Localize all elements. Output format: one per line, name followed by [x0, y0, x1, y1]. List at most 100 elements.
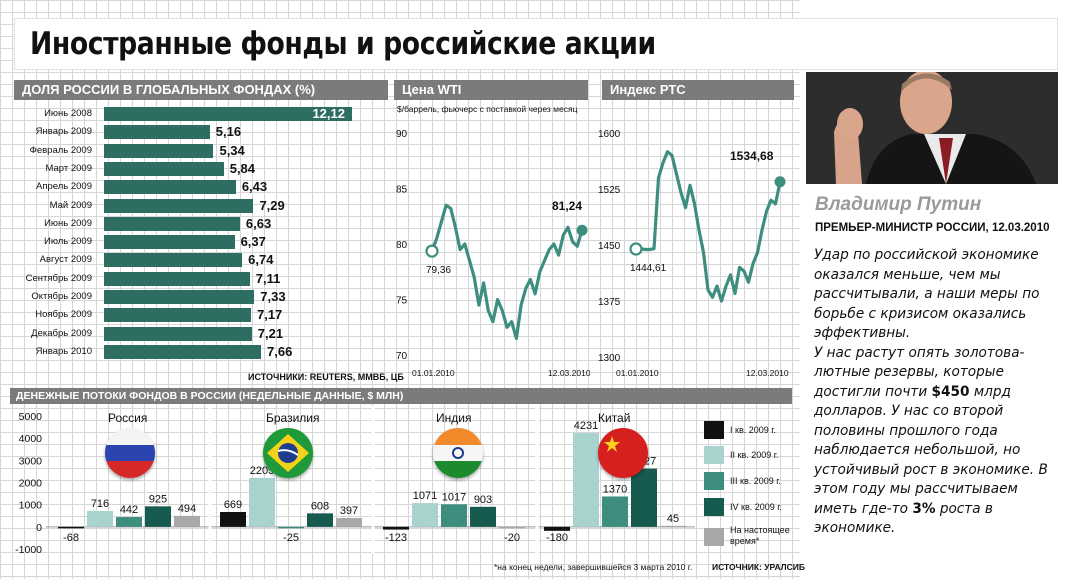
india-flag-icon: [433, 428, 483, 478]
flow-bar: [441, 504, 467, 527]
share-value-label: 6,37: [240, 234, 266, 250]
flow-bar: [660, 525, 686, 528]
quote-paragraph-1: Удар по российской экономике оказался ме…: [814, 247, 1040, 341]
page-title: Иностранные фонды и российские акции: [30, 26, 656, 62]
share-category-label: Ноябрь 2009: [35, 309, 92, 321]
rts-line-chart: 1600 1525 1450 1375 1300 1444,61 1534,68 01.01.…: [598, 129, 789, 378]
y-tick-label: 1000: [19, 500, 43, 512]
wti-line-chart: 90 85 80 75 70 79,36 81,24 01.01.2010 12.03.2010: [396, 129, 590, 378]
x-end-label: 12.03.2010: [746, 368, 789, 378]
title-box: [14, 18, 1058, 70]
legend-label-q3: III кв. 2009 г.: [730, 476, 781, 486]
share-value-label: 5,34: [219, 142, 245, 158]
x-start-label: 01.01.2010: [412, 368, 455, 378]
share-category-label: Февраль 2009: [29, 144, 92, 156]
y-tick-label: 0: [36, 522, 42, 534]
flow-bar: [307, 513, 333, 527]
share-bar: [104, 143, 214, 158]
quote-paragraph-2: У нас растут опять золотова-лютные резер…: [814, 344, 1048, 537]
share-value-label: 6,43: [241, 179, 268, 195]
country-brazil-label: Бразилия: [266, 411, 320, 425]
flow-value-label: 442: [120, 504, 138, 516]
share-bar: [104, 344, 262, 359]
share-bar: [104, 235, 235, 250]
flow-value-label: -25: [283, 532, 299, 544]
flow-value-label: 1017: [442, 491, 466, 503]
y-tick-label: 2000: [19, 478, 43, 490]
share-bar: [104, 308, 251, 323]
flow-bar: [145, 506, 171, 527]
flow-bar: [544, 526, 570, 531]
wti-subtitle: $/баррель, фьючерс с поставкой через мес…: [397, 104, 578, 114]
y-tick-label: 1450: [598, 241, 621, 252]
flow-value-label: 925: [149, 493, 167, 505]
legend-swatch-now: [704, 528, 724, 546]
end-value-label: 81,24: [552, 199, 582, 213]
flow-value-label: 494: [178, 503, 196, 515]
legend-label-q2: II кв. 2009 г.: [730, 450, 779, 460]
share-bar: [104, 271, 250, 286]
share-value-label: 7,29: [259, 197, 285, 213]
flow-bar: [336, 518, 362, 527]
flow-value-label: 1071: [413, 490, 437, 502]
share-panel-header: ДОЛЯ РОССИИ В ГЛОБАЛЬНЫХ ФОНДАХ (%): [14, 80, 388, 100]
y-tick-label: 80: [396, 240, 408, 251]
y-tick-label: 1375: [598, 297, 621, 308]
series-line: [430, 203, 584, 340]
start-value-label: 1444,61: [630, 263, 667, 274]
wti-panel-header: Цена WTI: [394, 80, 588, 100]
flow-value-label: 608: [311, 500, 329, 512]
flow-value-label: 903: [474, 494, 492, 506]
china-flag-icon: [598, 428, 648, 478]
flow-bar: [631, 468, 657, 527]
share-value-label: 5,16: [215, 124, 242, 140]
share-bar: [104, 326, 252, 341]
flow-bar: [383, 526, 409, 530]
share-category-label: Апрель 2009: [36, 181, 92, 193]
start-value-label: 79,36: [426, 265, 451, 276]
country-china-label: Китай: [598, 411, 631, 425]
flow-value-label: 45: [667, 513, 679, 525]
share-value-label: 6,74: [248, 252, 274, 268]
legend-swatch-q4: [704, 498, 724, 516]
legend-label-now: На настоящее время*: [730, 525, 790, 546]
share-category-label: Август 2009: [39, 254, 92, 266]
share-value-label: 7,66: [267, 343, 293, 359]
y-tick-label: 90: [396, 129, 408, 140]
flows-source: ИСТОЧНИК: УРАЛСИБ: [712, 562, 806, 572]
series-line: [635, 150, 782, 303]
legend-swatch-q1: [704, 421, 724, 439]
brazil-flag-icon: [263, 428, 313, 478]
flow-value-label: 1370: [603, 483, 627, 495]
russia-flag-icon: [105, 428, 155, 478]
share-bar: [104, 253, 243, 268]
share-category-label: Май 2009: [49, 199, 92, 211]
flow-value-label: -180: [546, 532, 568, 544]
flow-bar: [278, 526, 304, 529]
start-point: [425, 244, 439, 258]
share-bar: [104, 216, 240, 231]
y-tick-label: 1300: [598, 353, 621, 364]
flow-value-label: -123: [385, 532, 407, 544]
share-category-label: Декабрь 2009: [31, 327, 92, 339]
quote-text: Удар по российской экономике оказался ме…: [814, 246, 1049, 539]
share-value-label: 6,63: [245, 215, 272, 231]
share-bar: [104, 290, 255, 304]
country-india-label: Индия: [436, 411, 472, 425]
legend-label-q1: I кв. 2009 г.: [730, 425, 776, 435]
flow-value-label: 669: [224, 499, 242, 511]
flow-bar: [87, 510, 113, 527]
flow-value-label: 397: [340, 505, 358, 517]
legend-swatch-q3: [704, 472, 724, 490]
end-value-label: 1534,68: [730, 149, 774, 163]
portrait-photo: [806, 72, 1058, 184]
x-end-label: 12.03.2010: [548, 368, 590, 378]
flow-bar: [220, 512, 246, 527]
flow-bar: [116, 517, 142, 527]
y-tick-label: 1600: [598, 129, 621, 140]
share-bar: [104, 180, 236, 195]
x-start-label: 01.01.2010: [616, 368, 659, 378]
share-category-label: Март 2009: [45, 162, 92, 174]
share-bar: [104, 107, 353, 121]
flow-value-label: 4231: [574, 420, 598, 432]
